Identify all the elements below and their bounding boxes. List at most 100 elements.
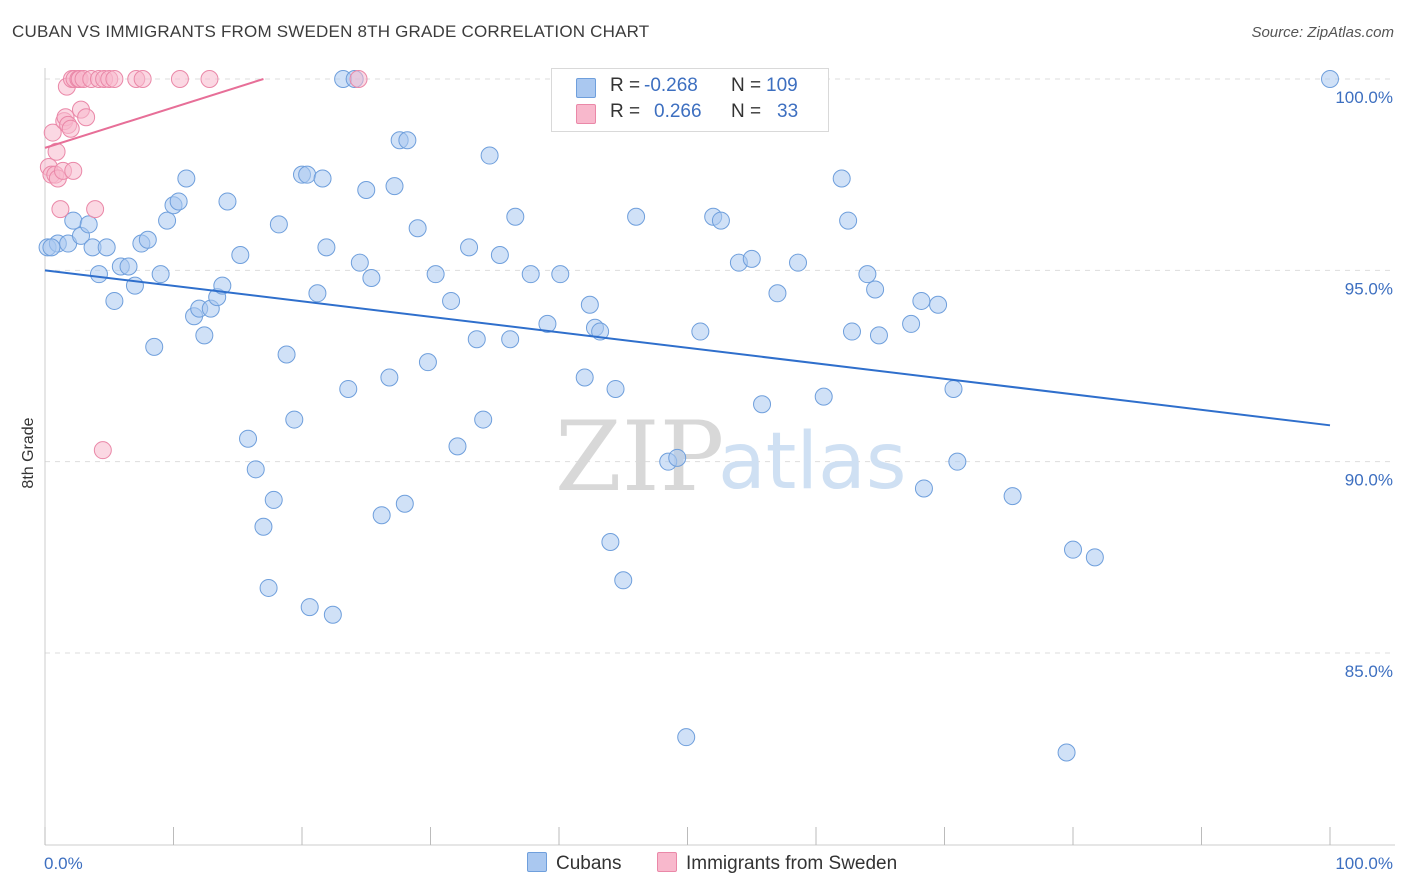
cubans-point — [448, 437, 467, 456]
sweden-point — [86, 200, 105, 219]
cubans-point — [902, 314, 921, 333]
cubans-point — [246, 460, 265, 479]
cubans-point — [145, 337, 164, 356]
y-tick-label: 90.0% — [1345, 471, 1393, 490]
sweden-point — [64, 161, 83, 180]
cubans-point — [614, 571, 633, 590]
cubans-point — [313, 169, 332, 188]
cubans-point — [866, 280, 885, 299]
bottom-legend-swatch-sweden — [657, 852, 677, 872]
sweden-point — [77, 108, 96, 127]
cubans-point — [239, 429, 258, 448]
cubans-point — [814, 387, 833, 406]
legend-swatch-cubans — [576, 78, 596, 98]
cubans-point — [339, 379, 358, 398]
cubans-point — [832, 169, 851, 188]
sweden-point — [61, 119, 80, 138]
cubans-point — [298, 165, 317, 184]
cubans-point — [1064, 540, 1082, 559]
cubans-point — [912, 291, 931, 310]
cubans-point — [277, 345, 296, 364]
cubans-point — [1057, 743, 1076, 762]
trend-lines — [44, 78, 1331, 427]
cubans-point — [357, 180, 376, 199]
cubans-point — [213, 276, 232, 295]
cubans-point — [490, 246, 509, 265]
cubans-point — [395, 494, 414, 513]
legend-r-value-sweden: 0.266 — [654, 101, 702, 122]
watermark: ZIP atlas — [555, 401, 907, 513]
cubans-point — [380, 368, 399, 387]
cubans-point — [105, 291, 124, 310]
cubans-point — [677, 728, 696, 747]
tick-labels: 85.0% 90.0% 95.0% 100.0% 0.0% 100.0% — [44, 88, 1393, 873]
chart-title: CUBAN VS IMMIGRANTS FROM SWEDEN 8TH GRAD… — [12, 22, 650, 41]
cubans-point — [944, 379, 963, 398]
cubans-point — [426, 265, 445, 284]
cubans-point — [269, 215, 288, 234]
cubans-point — [538, 314, 557, 333]
cubans-point — [372, 506, 391, 525]
legend-n-label: N = — [731, 101, 762, 122]
cubans-point — [418, 353, 437, 372]
cubans-point — [506, 207, 525, 226]
cubans-point — [350, 253, 369, 272]
sweden-point — [51, 200, 70, 219]
cubans-point — [580, 295, 599, 314]
cubans-point — [79, 215, 98, 234]
cubans-point — [948, 452, 967, 471]
cubans-point — [264, 490, 283, 509]
cubans-point — [753, 395, 772, 414]
cubans-point — [442, 291, 461, 310]
cubans-point — [97, 238, 116, 257]
bottom-legend-label-sweden: Immigrants from Sweden — [686, 853, 898, 874]
sweden-point — [105, 70, 124, 88]
cubans-point — [551, 265, 570, 284]
cubans-point — [151, 265, 170, 284]
y-tick-label: 85.0% — [1345, 662, 1393, 681]
cubans-point — [575, 368, 594, 387]
y-tick-label: 100.0% — [1335, 88, 1393, 107]
cubans-point — [259, 578, 278, 597]
y-axis-label: 8th Grade — [20, 417, 37, 488]
cubans-point — [158, 211, 177, 230]
cubans-point — [285, 410, 304, 429]
sweden-point — [349, 70, 368, 88]
axes — [44, 68, 1395, 846]
cubans-point — [89, 265, 108, 284]
bottom-legend-cubans: Cubans — [527, 852, 622, 875]
stats-legend: R = -0.268 N = 109 R = 0.266 N = 33 — [551, 68, 829, 132]
cubans-point — [606, 379, 625, 398]
cubans-point — [869, 326, 888, 345]
sweden-trend-line — [44, 78, 264, 149]
cubans-point — [308, 284, 327, 303]
cubans-point — [521, 265, 540, 284]
cubans-point — [362, 268, 381, 287]
bottom-legend-label-cubans: Cubans — [556, 853, 622, 874]
cubans-point — [480, 146, 499, 165]
x-tick-label: 100.0% — [1335, 854, 1393, 873]
cubans-point — [177, 169, 196, 188]
cubans-point — [601, 533, 620, 552]
cubans-point — [323, 605, 342, 624]
cubans-point — [1321, 70, 1339, 88]
cubans-point — [218, 192, 237, 211]
cubans-point — [195, 326, 214, 345]
cubans-point — [385, 177, 404, 196]
cubans-point — [929, 295, 948, 314]
cubans-point — [138, 230, 157, 249]
sweden-point — [200, 70, 219, 88]
source-label: Source: ZipAtlas.com — [1251, 24, 1394, 41]
cubans-point — [691, 322, 710, 341]
sweden-points — [39, 70, 368, 460]
cubans-point — [254, 517, 273, 536]
cubans-point — [169, 192, 188, 211]
legend-n-value-cubans: 109 — [766, 75, 798, 96]
y-tick-label: 95.0% — [1345, 279, 1393, 298]
cubans-point — [317, 238, 336, 257]
legend-n-label: N = — [731, 75, 762, 96]
bottom-legend-swatch-cubans — [527, 852, 547, 872]
cubans-point — [467, 330, 486, 349]
sweden-point — [170, 70, 189, 88]
